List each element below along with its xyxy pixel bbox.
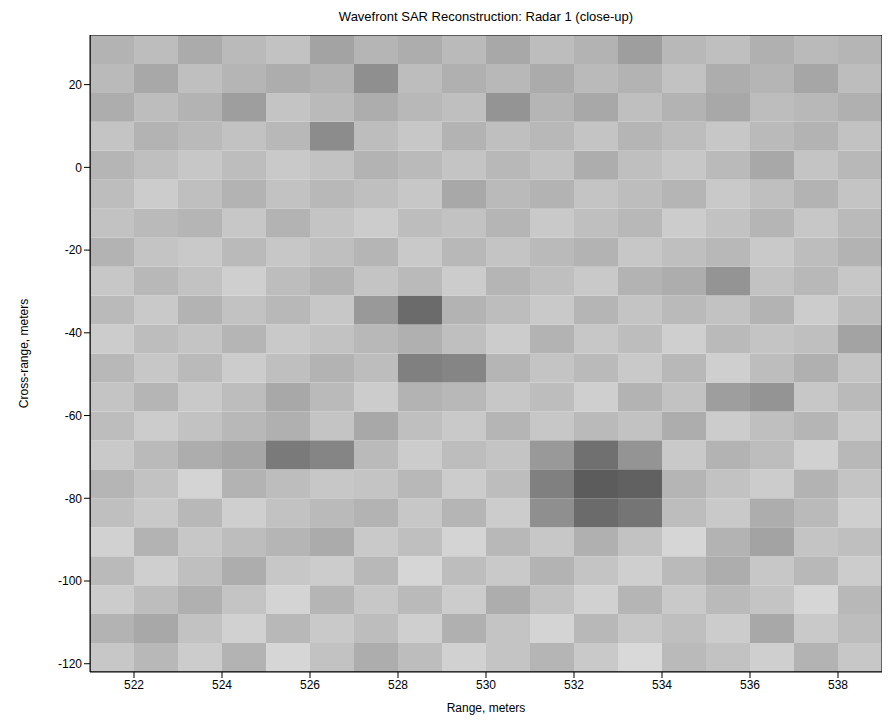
svg-text:Cross-range, meters: Cross-range, meters [17, 299, 31, 408]
svg-text:0: 0 [75, 161, 82, 175]
svg-text:522: 522 [124, 678, 144, 692]
svg-text:536: 536 [740, 678, 760, 692]
svg-text:524: 524 [212, 678, 232, 692]
svg-text:528: 528 [388, 678, 408, 692]
svg-text:20: 20 [69, 78, 83, 92]
html-text:Wavefront SAR Reconstruction:: Wavefront SAR Reconstruction: Radar 1 (c… [338, 9, 634, 24]
svg-text:-60: -60 [65, 409, 83, 423]
svg-text:526: 526 [300, 678, 320, 692]
svg-text:530: 530 [476, 678, 496, 692]
svg-text:532: 532 [564, 678, 584, 692]
svg-text:-40: -40 [65, 326, 83, 340]
svg-text:538: 538 [828, 678, 848, 692]
svg-text:-20: -20 [65, 243, 83, 257]
svg-text:-100: -100 [58, 574, 82, 588]
svg-text:534: 534 [652, 678, 672, 692]
svg-text:-120: -120 [58, 657, 82, 671]
svg-text:-80: -80 [65, 492, 83, 506]
svg-text:Range, meters: Range, meters [447, 701, 526, 715]
